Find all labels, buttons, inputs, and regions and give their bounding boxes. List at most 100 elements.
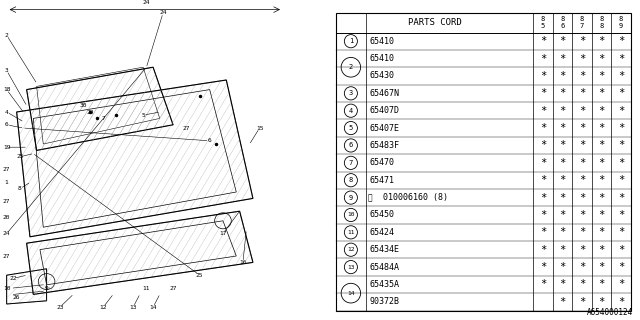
Text: *: *	[598, 123, 605, 133]
Text: 65410: 65410	[369, 37, 394, 46]
Text: 9: 9	[45, 285, 49, 291]
Text: *: *	[559, 175, 566, 185]
Text: 25: 25	[196, 273, 204, 278]
Text: 7: 7	[580, 23, 584, 29]
Text: 010006160 (8): 010006160 (8)	[383, 193, 448, 202]
Text: 65434E: 65434E	[369, 245, 399, 254]
Text: *: *	[579, 158, 585, 168]
Text: *: *	[598, 245, 605, 255]
Text: *: *	[598, 140, 605, 150]
Text: 22: 22	[10, 276, 17, 281]
Text: 24: 24	[3, 231, 10, 236]
Text: 6: 6	[561, 23, 564, 29]
Text: *: *	[579, 106, 585, 116]
Text: 8: 8	[561, 16, 564, 22]
Text: *: *	[598, 297, 605, 307]
Text: *: *	[598, 210, 605, 220]
Text: *: *	[559, 36, 566, 46]
Text: 65470: 65470	[369, 158, 394, 167]
Text: 13: 13	[347, 265, 355, 269]
Text: *: *	[579, 193, 585, 203]
Text: 8: 8	[599, 16, 604, 22]
Text: *: *	[618, 71, 624, 81]
Text: *: *	[559, 193, 566, 203]
Text: *: *	[559, 158, 566, 168]
Text: 1: 1	[349, 38, 353, 44]
Text: *: *	[579, 245, 585, 255]
Text: *: *	[579, 279, 585, 290]
Text: 6: 6	[4, 122, 8, 127]
Text: 6: 6	[208, 138, 212, 143]
Text: 14: 14	[347, 291, 355, 296]
Text: *: *	[618, 140, 624, 150]
Text: *: *	[579, 36, 585, 46]
Text: *: *	[618, 245, 624, 255]
Text: *: *	[598, 175, 605, 185]
Text: 7: 7	[101, 116, 105, 121]
Text: 5: 5	[349, 125, 353, 131]
Text: *: *	[579, 262, 585, 272]
Text: *: *	[618, 193, 624, 203]
Text: 65424: 65424	[369, 228, 394, 237]
Text: 16: 16	[239, 260, 246, 265]
Text: *: *	[598, 158, 605, 168]
Text: *: *	[618, 158, 624, 168]
Text: 4: 4	[4, 109, 8, 115]
Text: 6: 6	[349, 142, 353, 148]
Text: 14: 14	[149, 305, 157, 310]
Text: *: *	[618, 53, 624, 64]
Text: 8: 8	[580, 16, 584, 22]
Text: 3: 3	[349, 90, 353, 96]
Text: 65467N: 65467N	[369, 89, 399, 98]
Text: *: *	[559, 262, 566, 272]
Text: *: *	[598, 53, 605, 64]
Text: *: *	[618, 36, 624, 46]
Text: *: *	[579, 123, 585, 133]
Text: *: *	[559, 106, 566, 116]
Text: *: *	[540, 106, 546, 116]
Text: 8: 8	[18, 186, 22, 191]
Text: 8: 8	[599, 23, 604, 29]
Text: *: *	[540, 210, 546, 220]
Text: 8: 8	[619, 16, 623, 22]
Text: *: *	[579, 210, 585, 220]
Text: 25: 25	[16, 154, 24, 159]
Text: 20: 20	[3, 215, 10, 220]
Text: 90372B: 90372B	[369, 297, 399, 306]
Text: 65435A: 65435A	[369, 280, 399, 289]
Text: A654000124: A654000124	[588, 308, 634, 317]
Text: *: *	[618, 106, 624, 116]
Text: *: *	[618, 262, 624, 272]
Text: 65471: 65471	[369, 176, 394, 185]
Text: *: *	[579, 53, 585, 64]
Text: 23: 23	[56, 305, 63, 310]
Text: 19: 19	[3, 145, 10, 150]
Text: 5: 5	[141, 113, 145, 118]
Text: *: *	[618, 279, 624, 290]
Text: *: *	[540, 227, 546, 237]
Text: 7: 7	[349, 160, 353, 166]
Text: *: *	[598, 227, 605, 237]
Text: *: *	[579, 140, 585, 150]
Text: *: *	[540, 262, 546, 272]
Text: 65410: 65410	[369, 54, 394, 63]
Text: *: *	[540, 158, 546, 168]
Text: 12: 12	[347, 247, 355, 252]
Text: 65407E: 65407E	[369, 124, 399, 132]
Text: *: *	[559, 88, 566, 98]
Text: 29: 29	[86, 109, 93, 115]
Text: *: *	[559, 279, 566, 290]
Text: *: *	[540, 53, 546, 64]
Text: *: *	[579, 175, 585, 185]
Text: *: *	[559, 53, 566, 64]
Text: *: *	[540, 193, 546, 203]
Text: *: *	[540, 175, 546, 185]
Text: 13: 13	[129, 305, 137, 310]
Text: 27: 27	[3, 199, 10, 204]
Text: *: *	[618, 227, 624, 237]
Text: *: *	[559, 71, 566, 81]
Text: *: *	[540, 123, 546, 133]
Text: *: *	[559, 123, 566, 133]
Text: 8: 8	[541, 16, 545, 22]
Text: *: *	[540, 140, 546, 150]
